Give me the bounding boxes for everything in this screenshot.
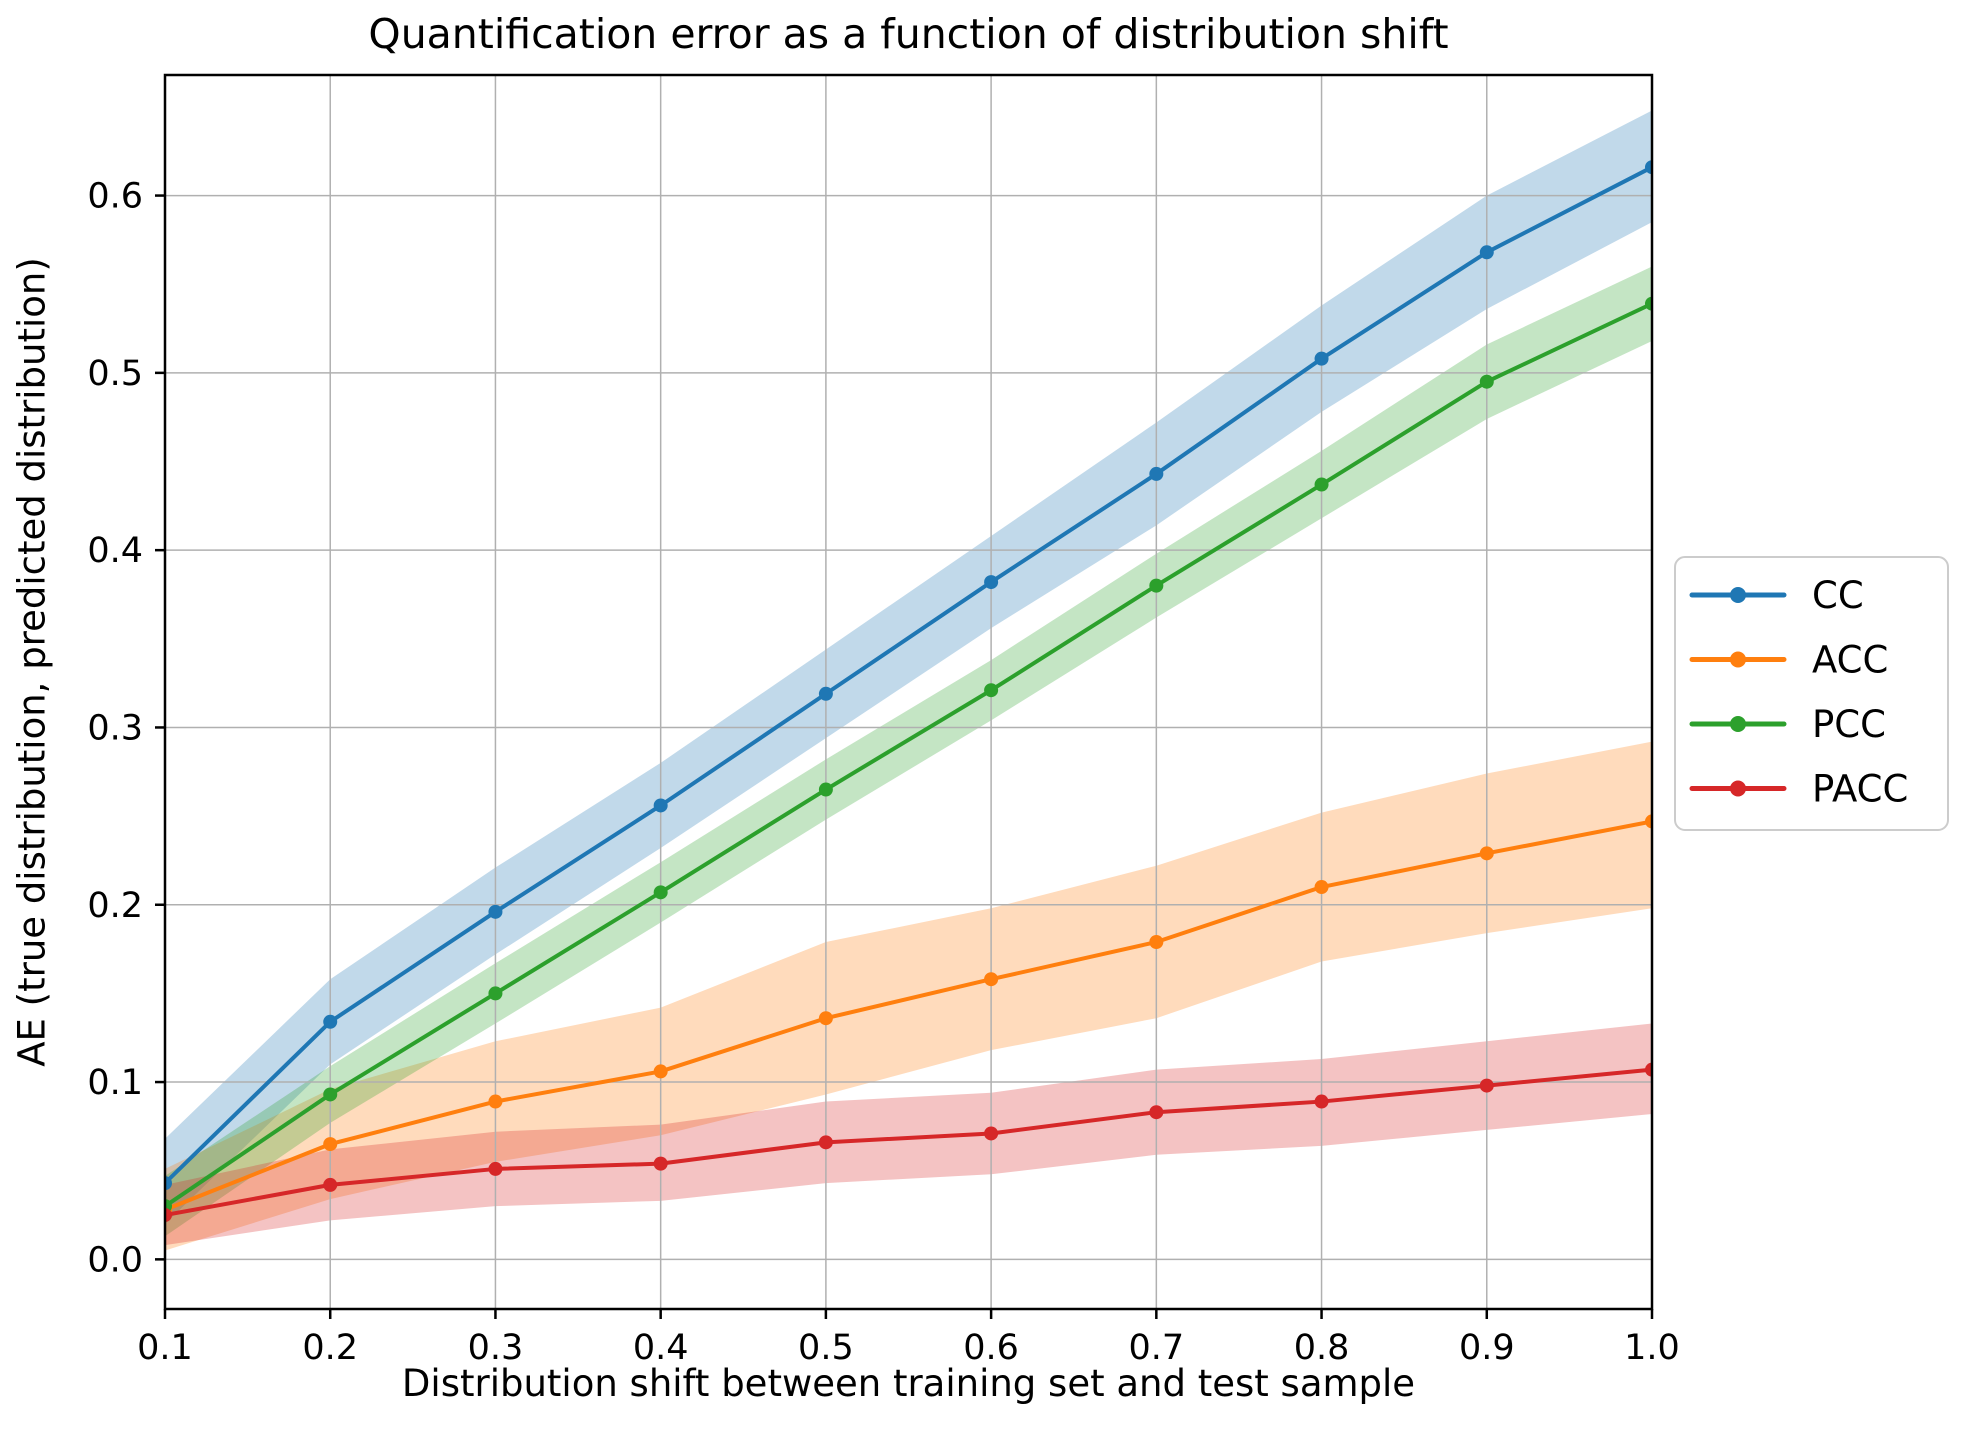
pcc-marker xyxy=(488,986,503,1001)
cc-marker xyxy=(165,1176,172,1191)
acc-confidence-band xyxy=(165,741,1652,1251)
legend-marker-sample xyxy=(1730,587,1746,603)
legend-marker-sample xyxy=(1730,780,1746,797)
acc-marker xyxy=(1314,880,1329,895)
plot-border xyxy=(163,73,1654,1311)
pcc-marker xyxy=(1149,578,1164,593)
y-tick-label: 0.4 xyxy=(87,531,143,571)
axis-ticks: 0.1 0.2 0.3 0.4 0.5 0.6 0.7 0.8 0.9 1.0 0.0 0.1 0.2 0… xyxy=(87,177,1680,1368)
pcc-marker xyxy=(818,782,833,797)
y-tick-label: 0.2 xyxy=(87,886,143,926)
legend-item-cc: CC xyxy=(1689,574,1864,617)
acc-marker xyxy=(984,972,999,987)
pcc-marker xyxy=(984,683,999,698)
x-tick-label: 0.3 xyxy=(468,1328,524,1368)
pacc-marker xyxy=(1149,1105,1164,1120)
legend-item-pacc: PACC xyxy=(1689,768,1908,811)
legend-item-pcc: PCC xyxy=(1689,703,1886,746)
chart-title: Quantification error as a function of di… xyxy=(368,10,1449,58)
x-tick-label: 0.2 xyxy=(302,1328,358,1368)
legend-marker-sample xyxy=(1730,651,1746,668)
legend-label: ACC xyxy=(1812,639,1888,682)
pacc-marker xyxy=(653,1156,668,1171)
legend-label: CC xyxy=(1812,574,1864,617)
acc-marker xyxy=(1645,814,1652,829)
acc-marker xyxy=(323,1137,338,1152)
y-axis-label: AE (true distribution, predicted distrib… xyxy=(10,257,54,1067)
pacc-marker xyxy=(488,1161,503,1176)
cc-marker xyxy=(1314,351,1329,366)
x-tick-label: 0.4 xyxy=(633,1328,689,1368)
legend-item-acc: ACC xyxy=(1689,639,1888,682)
series-lines xyxy=(165,160,1652,1223)
y-tick-label: 0.5 xyxy=(87,354,143,394)
y-tick-label: 0.0 xyxy=(87,1240,143,1280)
cc-marker xyxy=(984,575,999,590)
pcc-marker xyxy=(1645,296,1652,311)
cc-marker xyxy=(1479,245,1494,260)
pcc-marker xyxy=(1314,477,1329,492)
cc-marker xyxy=(818,686,833,701)
pacc-marker xyxy=(165,1208,172,1223)
x-tick-label: 0.5 xyxy=(798,1328,854,1368)
pacc-confidence-band xyxy=(165,1023,1652,1246)
pacc-marker xyxy=(323,1177,338,1192)
cc-marker xyxy=(488,904,503,919)
pcc-marker xyxy=(1479,374,1494,389)
legend-marker-sample xyxy=(1730,716,1746,732)
pacc-marker xyxy=(1645,1062,1652,1077)
y-tick-label: 0.1 xyxy=(87,1063,143,1103)
acc-marker xyxy=(1479,846,1494,861)
pacc-marker xyxy=(1479,1078,1494,1093)
x-tick-label: 1.0 xyxy=(1624,1328,1680,1368)
acc-marker xyxy=(653,1064,668,1079)
acc-marker xyxy=(1149,934,1164,949)
cc-marker xyxy=(1645,160,1652,175)
pcc-line xyxy=(165,301,1652,1209)
confidence-bands xyxy=(165,110,1652,1251)
pcc-marker xyxy=(653,885,668,900)
cc-marker xyxy=(1149,466,1164,481)
x-tick-label: 0.6 xyxy=(963,1328,1019,1368)
x-tick-label: 0.7 xyxy=(1128,1328,1184,1368)
acc-line xyxy=(165,819,1652,1212)
x-tick-label: 0.9 xyxy=(1459,1328,1515,1368)
legend-box xyxy=(1674,556,1949,831)
cc-marker xyxy=(653,798,668,813)
y-tick-label: 0.3 xyxy=(87,708,143,748)
pacc-line xyxy=(165,1067,1652,1218)
cc-marker xyxy=(323,1014,338,1029)
x-tick-label: 0.1 xyxy=(137,1328,193,1368)
legend-label: PACC xyxy=(1812,768,1908,811)
x-tick-label: 0.8 xyxy=(1294,1328,1350,1368)
pacc-marker xyxy=(818,1135,833,1150)
x-axis-label: Distribution shift between training set … xyxy=(401,1362,1416,1405)
acc-marker xyxy=(488,1094,503,1109)
pacc-marker xyxy=(984,1126,999,1141)
pcc-marker xyxy=(323,1087,338,1102)
cc-line xyxy=(165,165,1652,1186)
legend: CC ACC PCC PACC xyxy=(1674,556,1949,831)
acc-marker xyxy=(818,1011,833,1026)
legend-label: PCC xyxy=(1812,703,1886,746)
pacc-marker xyxy=(1314,1094,1329,1109)
y-tick-label: 0.6 xyxy=(87,177,143,217)
